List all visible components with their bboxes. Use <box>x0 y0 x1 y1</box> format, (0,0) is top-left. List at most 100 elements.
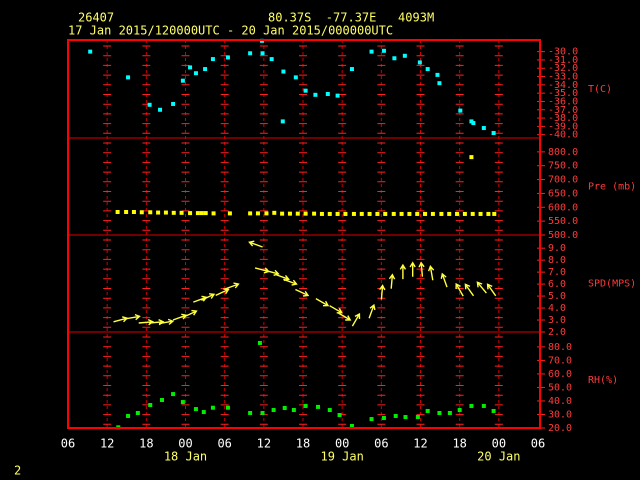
data-point <box>423 211 428 216</box>
station-id: 26407 <box>78 11 114 25</box>
data-point <box>160 398 164 403</box>
data-point <box>359 211 364 216</box>
y-tick-label: 8.0 <box>548 255 566 266</box>
data-point <box>470 211 475 216</box>
data-point <box>199 211 204 216</box>
data-point <box>280 211 285 216</box>
data-point <box>481 403 486 408</box>
panel-label: Pre (mb) <box>588 182 636 193</box>
y-tick-label: 70.0 <box>548 355 572 366</box>
data-point <box>430 211 435 216</box>
data-point <box>335 211 340 216</box>
grid-cross <box>455 45 464 425</box>
x-tick-label: 06 <box>374 437 388 451</box>
data-point <box>455 211 460 216</box>
frame <box>67 39 541 429</box>
grid-cross <box>103 45 112 425</box>
data-point <box>425 67 430 72</box>
data-point <box>393 413 398 418</box>
x-tick-label: 18 <box>139 437 153 451</box>
data-point <box>156 210 161 215</box>
data-point <box>271 408 276 413</box>
data-point <box>188 211 193 216</box>
data-point <box>435 72 440 77</box>
y-tick-label: 550.0 <box>548 216 578 227</box>
wind-arrow <box>215 288 230 297</box>
x-tick-label: 06 <box>217 437 231 451</box>
data-point <box>225 55 230 60</box>
data-point <box>180 400 185 405</box>
y-tick-label: 7.0 <box>548 267 566 278</box>
y-tick-label: 9.0 <box>548 243 566 254</box>
data-point <box>210 405 215 410</box>
data-point <box>369 49 374 54</box>
wind-arrow <box>225 282 240 290</box>
x-tick-label: 12 <box>257 437 271 451</box>
y-tick-label: -34.0 <box>548 80 578 91</box>
panel-label: RH(%) <box>588 375 618 386</box>
data-point <box>335 93 340 98</box>
grid <box>103 40 545 429</box>
data-point <box>201 410 206 415</box>
data-point <box>325 91 330 96</box>
data-point <box>287 211 292 216</box>
y-tick-label: 80.0 <box>548 342 572 353</box>
wind-arrow <box>183 309 198 318</box>
data-point <box>391 211 396 216</box>
x-tick-label: 12 <box>413 437 427 451</box>
data-point <box>193 71 198 76</box>
data-point <box>462 211 467 216</box>
data-point <box>163 210 168 215</box>
data-point <box>327 211 332 216</box>
y-tick-label: 60.0 <box>548 369 572 380</box>
y-tick-label: 700.0 <box>548 175 578 186</box>
y-tick-label: -33.0 <box>548 72 578 83</box>
wind-arrow <box>476 281 487 294</box>
data-point <box>227 211 232 216</box>
data-point <box>447 211 452 216</box>
wind-arrow <box>295 288 310 297</box>
data-point <box>295 211 300 216</box>
data-point <box>248 410 253 415</box>
x-tick-label: 18 <box>452 437 466 451</box>
panel-label: SPD(MPS) <box>588 279 636 290</box>
wind-arrow <box>248 240 263 248</box>
data-point <box>126 75 131 80</box>
marks <box>88 38 497 430</box>
data-point <box>349 67 354 72</box>
grid-cross <box>299 45 307 425</box>
wind-arrow <box>409 261 416 277</box>
y-tick-label: 50.0 <box>548 382 572 393</box>
wind-arrow <box>315 297 330 307</box>
y-tick-label: 40.0 <box>548 396 572 407</box>
panel-label: T(C) <box>588 84 612 95</box>
y-tick-label: 5.0 <box>548 291 566 302</box>
data-point <box>491 408 496 413</box>
data-point <box>486 211 491 216</box>
y-tick-label: 500.0 <box>548 230 578 241</box>
wind-arrow <box>440 272 448 288</box>
x-tick-label: 00 <box>178 437 192 451</box>
date-label: 20 Jan <box>477 450 520 464</box>
data-point <box>248 211 253 216</box>
wind-arrow <box>138 318 155 326</box>
y-tick-label: -40.0 <box>548 130 578 141</box>
data-point <box>415 211 420 216</box>
data-point <box>124 209 129 214</box>
y-tick-label: 2.0 <box>548 327 566 338</box>
data-point <box>180 78 185 83</box>
wind-arrow <box>379 284 386 300</box>
wind-arrow <box>337 312 352 321</box>
wind-arrow <box>125 313 141 321</box>
date-label: 18 Jan <box>164 450 207 464</box>
data-point <box>115 209 120 214</box>
wind-arrow <box>455 282 464 297</box>
data-point <box>392 56 397 61</box>
data-point <box>210 57 215 62</box>
wind-arrow <box>388 273 396 289</box>
y-tick-label: 750.0 <box>548 161 578 172</box>
grid-cross <box>338 45 347 425</box>
data-point <box>447 410 452 415</box>
data-point <box>257 340 262 345</box>
data-point <box>280 119 285 124</box>
